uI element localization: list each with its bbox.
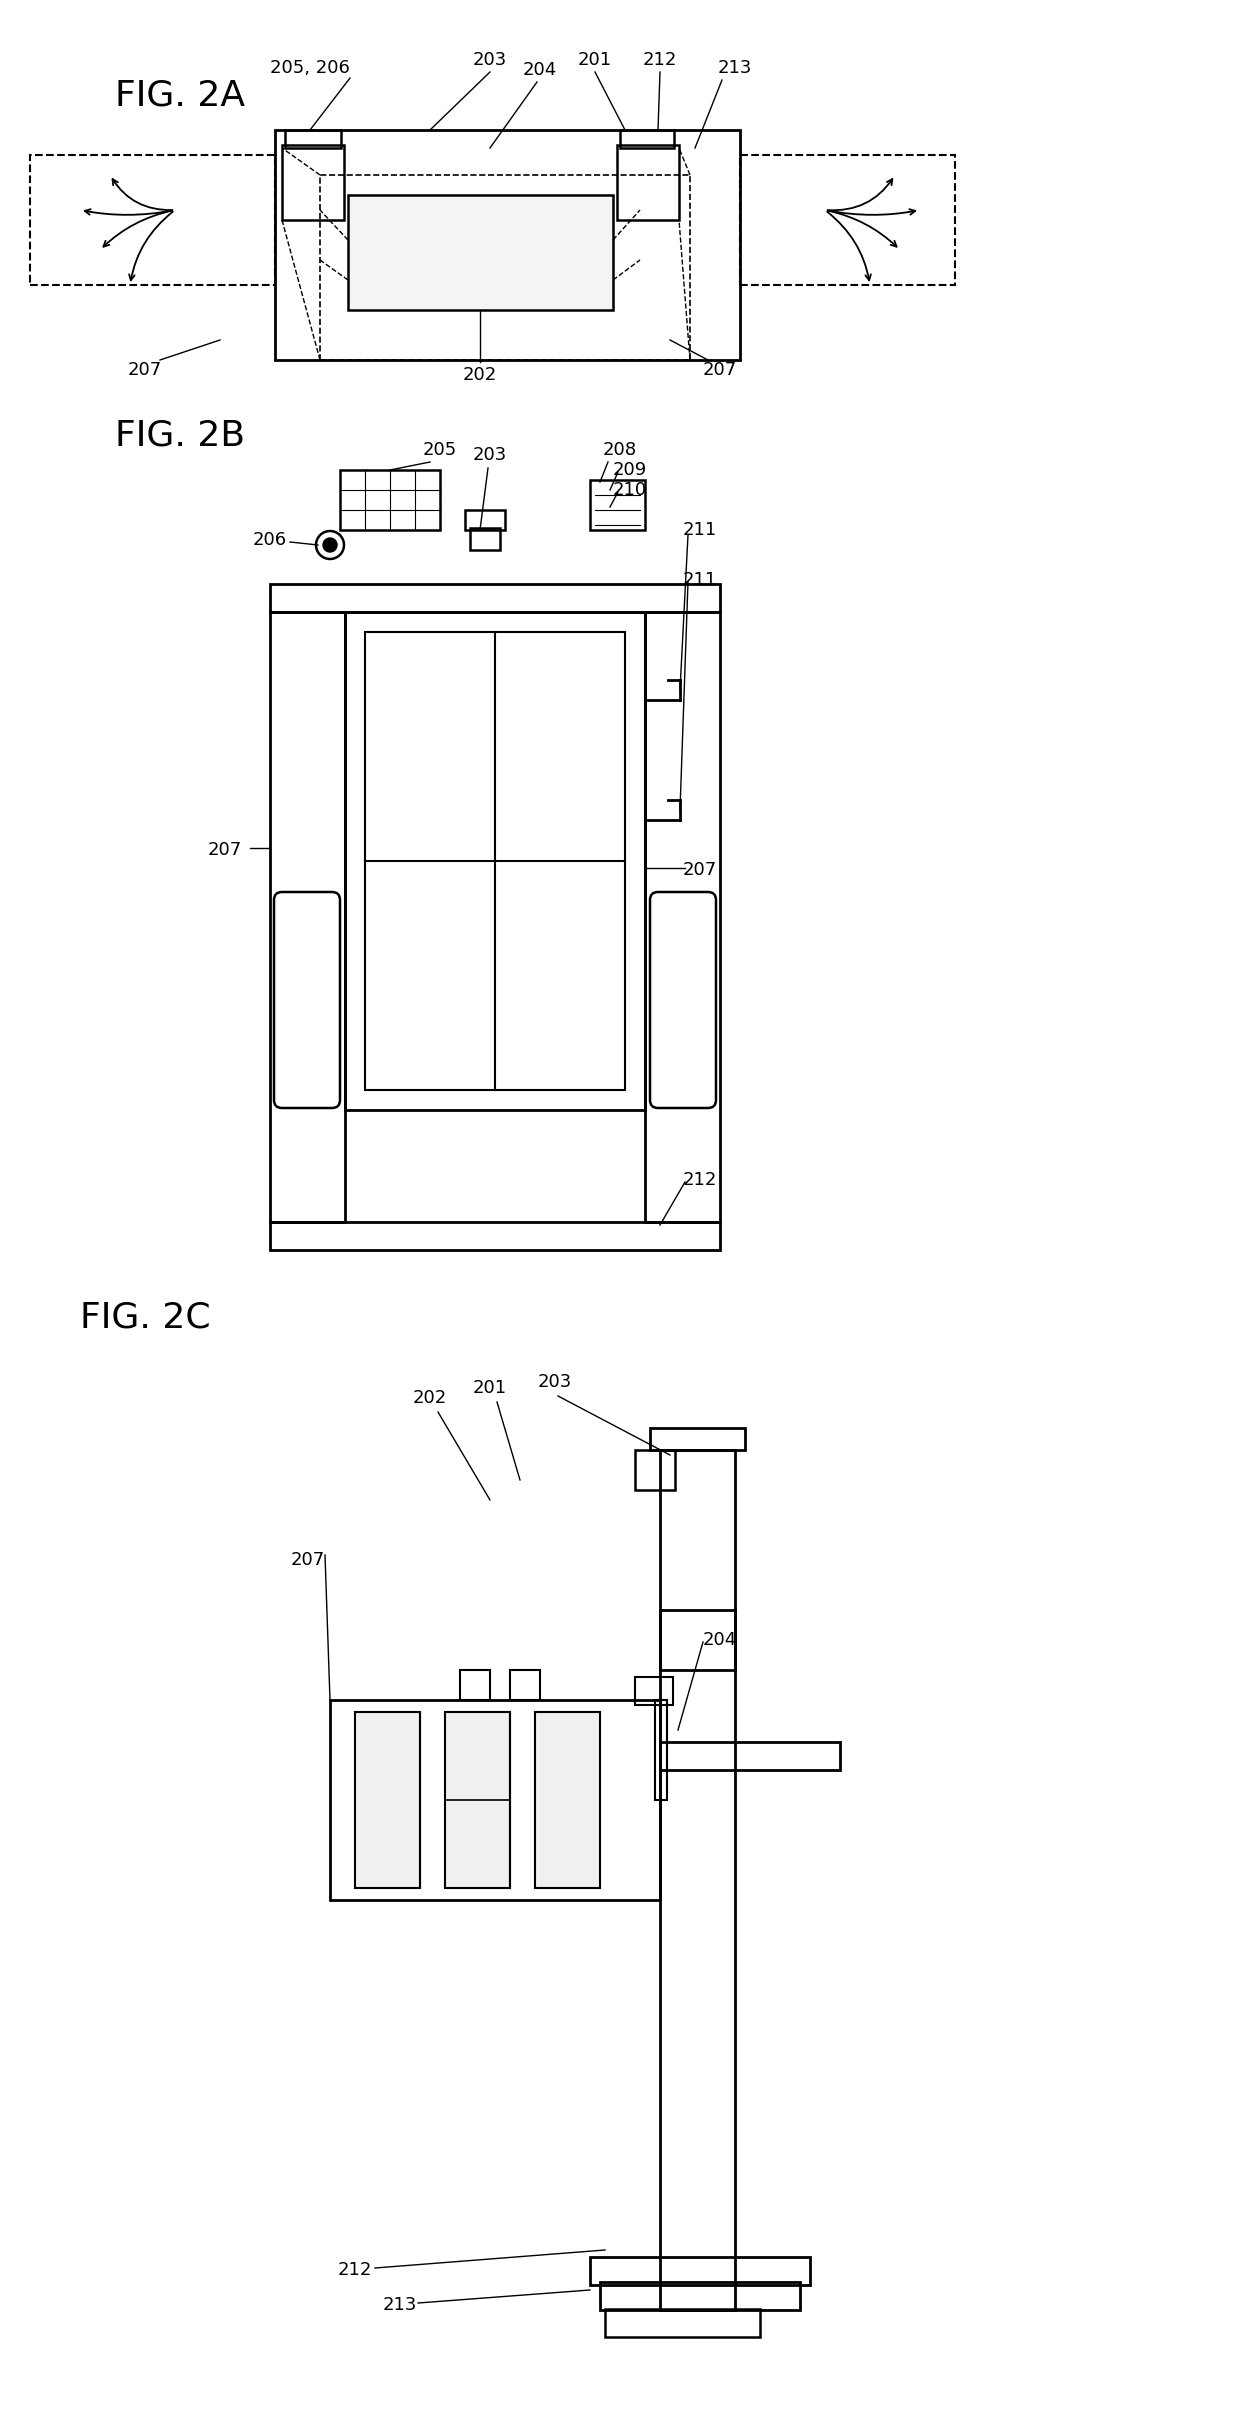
Text: 212: 212: [337, 2262, 372, 2279]
Text: 213: 213: [383, 2296, 417, 2315]
Text: 207: 207: [291, 1551, 325, 1568]
Text: FIG. 2A: FIG. 2A: [115, 78, 246, 112]
Text: 208: 208: [603, 441, 637, 458]
Bar: [30, 155, 275, 286]
Text: 207: 207: [208, 841, 242, 858]
Bar: [285, 131, 341, 148]
FancyBboxPatch shape: [274, 892, 340, 1108]
Bar: [330, 1699, 660, 1900]
Bar: [534, 1711, 600, 1888]
Text: 202: 202: [463, 366, 497, 383]
Text: 209: 209: [613, 461, 647, 480]
Text: 205: 205: [423, 441, 458, 458]
Text: 201: 201: [578, 51, 613, 68]
Text: 213: 213: [718, 58, 753, 78]
Text: FIG. 2C: FIG. 2C: [81, 1302, 211, 1336]
Text: 203: 203: [472, 51, 507, 68]
Text: 207: 207: [128, 361, 162, 378]
Text: 207: 207: [683, 861, 717, 880]
Bar: [660, 1743, 839, 1770]
Bar: [635, 1450, 675, 1491]
Bar: [365, 633, 625, 1091]
Text: 212: 212: [642, 51, 677, 68]
Bar: [645, 611, 720, 1222]
Text: 212: 212: [683, 1171, 717, 1190]
Text: 211: 211: [683, 572, 717, 589]
Bar: [348, 194, 613, 310]
Text: 207: 207: [703, 361, 737, 378]
Bar: [655, 1699, 667, 1801]
Bar: [620, 131, 675, 148]
Bar: [460, 1670, 490, 1699]
Bar: [590, 2257, 810, 2286]
Text: FIG. 2B: FIG. 2B: [115, 417, 246, 451]
Bar: [270, 584, 720, 611]
Bar: [320, 175, 689, 361]
Bar: [340, 470, 440, 531]
Bar: [650, 1428, 745, 1450]
Bar: [740, 155, 955, 286]
Text: 210: 210: [613, 480, 647, 499]
Text: 211: 211: [683, 521, 717, 538]
Bar: [660, 1450, 735, 1670]
Bar: [465, 509, 505, 531]
Circle shape: [322, 538, 337, 553]
FancyBboxPatch shape: [650, 892, 715, 1108]
Bar: [605, 2310, 760, 2337]
Bar: [345, 611, 645, 1110]
Bar: [281, 145, 343, 221]
Text: 206: 206: [253, 531, 288, 548]
Bar: [275, 131, 740, 361]
Text: 203: 203: [538, 1372, 572, 1391]
Bar: [660, 1610, 735, 2310]
Bar: [635, 1677, 673, 1704]
Bar: [618, 145, 680, 221]
Text: 204: 204: [523, 61, 557, 80]
Bar: [510, 1670, 539, 1699]
Bar: [270, 1222, 720, 1251]
Text: 204: 204: [703, 1631, 737, 1648]
Text: 203: 203: [472, 446, 507, 463]
Text: 201: 201: [472, 1379, 507, 1396]
Bar: [600, 2281, 800, 2310]
Bar: [355, 1711, 420, 1888]
Bar: [445, 1711, 510, 1888]
Text: 202: 202: [413, 1389, 448, 1406]
Bar: [590, 480, 645, 531]
Bar: [270, 611, 345, 1222]
Bar: [470, 528, 500, 550]
Text: 205, 206: 205, 206: [270, 58, 350, 78]
